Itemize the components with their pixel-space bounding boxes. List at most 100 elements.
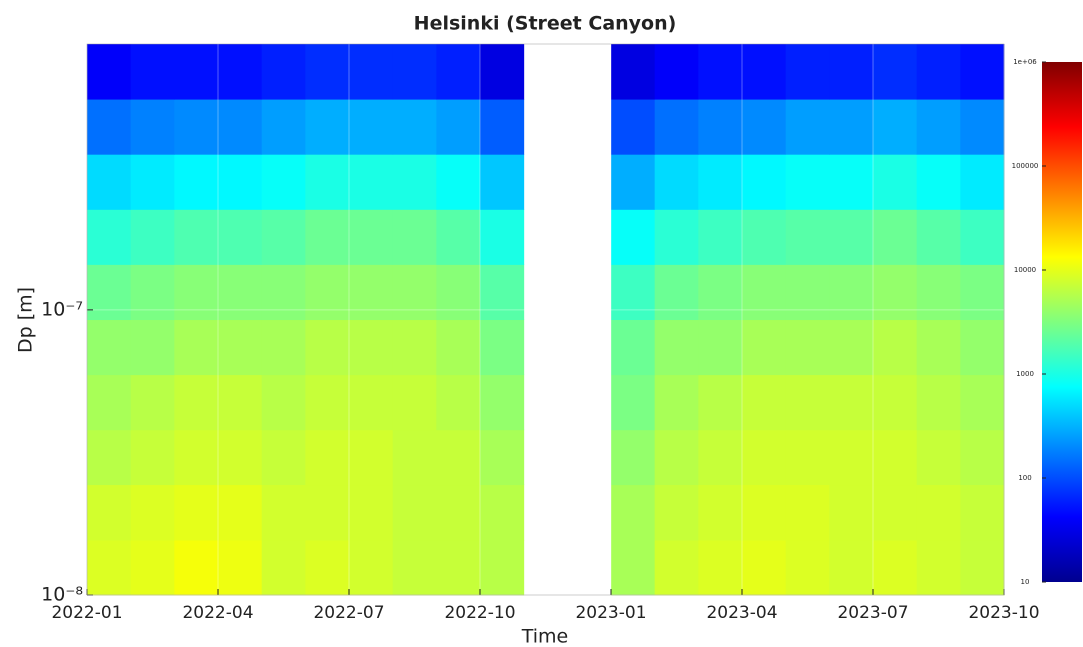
heatmap-cell xyxy=(436,99,481,155)
heatmap-cell xyxy=(873,374,918,431)
heatmap-cell xyxy=(87,99,132,155)
heatmap-cell xyxy=(87,539,132,596)
heatmap-cell xyxy=(611,154,656,210)
heatmap-cell xyxy=(829,209,874,265)
heatmap-cell xyxy=(305,44,350,100)
heatmap-cell xyxy=(130,99,175,155)
heatmap-cell xyxy=(305,429,350,486)
heatmap-cell xyxy=(218,539,263,596)
heatmap-cell xyxy=(174,374,219,431)
heatmap-cell xyxy=(829,264,874,321)
heatmap-cell xyxy=(436,319,481,376)
heatmap-cell xyxy=(960,99,1005,155)
heatmap-cell xyxy=(87,484,132,541)
heatmap-cell xyxy=(829,374,874,431)
heatmap-cell xyxy=(829,539,874,596)
heatmap-cell xyxy=(698,374,743,431)
heatmap-cell xyxy=(960,484,1005,541)
heatmap-cell xyxy=(261,374,306,431)
heatmap-cell xyxy=(349,429,394,486)
heatmap-cell xyxy=(785,264,830,321)
heatmap-cell xyxy=(261,154,306,210)
heatmap-cell xyxy=(611,264,656,321)
colorbar-tick-label: 10000 xyxy=(1014,266,1036,274)
heatmap-cell xyxy=(349,99,394,155)
heatmap-cell xyxy=(480,374,525,431)
y-axis-label: Dp [m] xyxy=(15,287,37,353)
heatmap-cell xyxy=(916,539,961,596)
heatmap-cell xyxy=(742,209,787,265)
heatmap-cell xyxy=(611,44,656,100)
heatmap-cell xyxy=(305,99,350,155)
heatmap-cell xyxy=(873,99,918,155)
heatmap-cell xyxy=(654,264,699,321)
heatmap-cell xyxy=(87,154,132,210)
heatmap-cell xyxy=(742,429,787,486)
heatmap-cell xyxy=(392,319,437,376)
heatmap-cell xyxy=(174,99,219,155)
heatmap-cell xyxy=(960,319,1005,376)
heatmap-cell xyxy=(436,264,481,321)
heatmap-cell xyxy=(349,264,394,321)
colorbar xyxy=(1042,62,1082,582)
heatmap-cell xyxy=(436,209,481,265)
heatmap-cell xyxy=(174,484,219,541)
heatmap-cell xyxy=(698,539,743,596)
heatmap-cell xyxy=(611,209,656,265)
heatmap-cell xyxy=(916,319,961,376)
heatmap-cell xyxy=(829,154,874,210)
heatmap-cell xyxy=(742,99,787,155)
x-tick-label: 2022-07 xyxy=(313,603,384,623)
heatmap-cell xyxy=(392,154,437,210)
heatmap-cell xyxy=(305,319,350,376)
heatmap-cell xyxy=(829,319,874,376)
heatmap-cell xyxy=(742,374,787,431)
heatmap-cell xyxy=(218,209,263,265)
heatmap-cell xyxy=(436,539,481,596)
heatmap-cell xyxy=(130,429,175,486)
heatmap-cell xyxy=(261,429,306,486)
heatmap-cell xyxy=(392,44,437,100)
heatmap-cell xyxy=(916,374,961,431)
heatmap-cell xyxy=(218,429,263,486)
heatmap-cell xyxy=(916,429,961,486)
heatmap-cell xyxy=(611,539,656,596)
x-tick-label: 2022-01 xyxy=(51,603,122,623)
heatmap-cell xyxy=(785,99,830,155)
heatmap-cell xyxy=(960,374,1005,431)
heatmap-cell xyxy=(305,539,350,596)
heatmap-cell xyxy=(480,319,525,376)
heatmap-cell xyxy=(218,319,263,376)
heatmap-cell xyxy=(960,209,1005,265)
heatmap-cell xyxy=(436,154,481,210)
heatmap-cell xyxy=(916,154,961,210)
heatmap-cell xyxy=(916,264,961,321)
heatmap-cell xyxy=(742,319,787,376)
x-tick-label: 2022-10 xyxy=(444,603,515,623)
heatmap-cell xyxy=(785,319,830,376)
heatmap-cell xyxy=(785,429,830,486)
heatmap-cell xyxy=(305,264,350,321)
heatmap-cell xyxy=(742,264,787,321)
heatmap-cell xyxy=(349,484,394,541)
heatmap-cell xyxy=(349,44,394,100)
heatmap-cell xyxy=(698,484,743,541)
x-tick-label: 2023-07 xyxy=(837,603,908,623)
heatmap-cell xyxy=(392,429,437,486)
heatmap-cell xyxy=(960,539,1005,596)
heatmap-cell xyxy=(742,44,787,100)
heatmap-cell xyxy=(480,484,525,541)
heatmap-cell xyxy=(698,319,743,376)
heatmap-cell xyxy=(829,429,874,486)
y-tick-label: 10⁻⁷ xyxy=(41,298,83,320)
heatmap-cell xyxy=(742,539,787,596)
heatmap-cell xyxy=(873,264,918,321)
heatmap-cell xyxy=(873,429,918,486)
heatmap-cell xyxy=(480,44,525,100)
heatmap-cell xyxy=(436,44,481,100)
heatmap-cell xyxy=(87,374,132,431)
heatmap-cell xyxy=(611,319,656,376)
heatmap-cell xyxy=(698,154,743,210)
heatmap-cell xyxy=(130,374,175,431)
heatmap-cell xyxy=(611,429,656,486)
